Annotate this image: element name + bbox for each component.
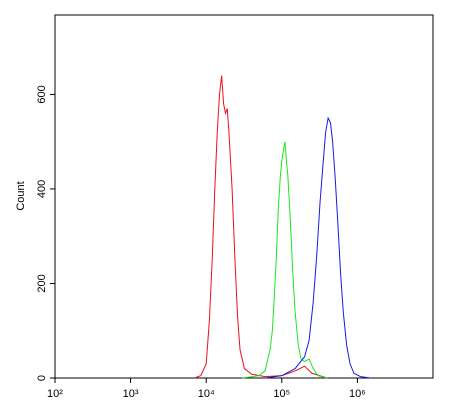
y-axis-label: Count (15, 181, 27, 210)
histogram-line (264, 116, 371, 379)
histogram-line (242, 141, 328, 379)
x-tick-label: 10⁵ (273, 388, 290, 400)
x-tick-label: 10⁴ (198, 388, 215, 400)
histogram-line (194, 75, 328, 379)
y-tick-label: 600 (36, 85, 48, 103)
y-tick-label: 0 (36, 375, 48, 381)
plot-frame (54, 14, 434, 379)
y-tick-label: 200 (36, 274, 48, 292)
x-tick-label: 10⁶ (349, 388, 366, 400)
y-tick-label: 400 (36, 180, 48, 198)
x-tick-label: 10² (47, 388, 63, 400)
x-tick-label: 10³ (123, 388, 139, 400)
